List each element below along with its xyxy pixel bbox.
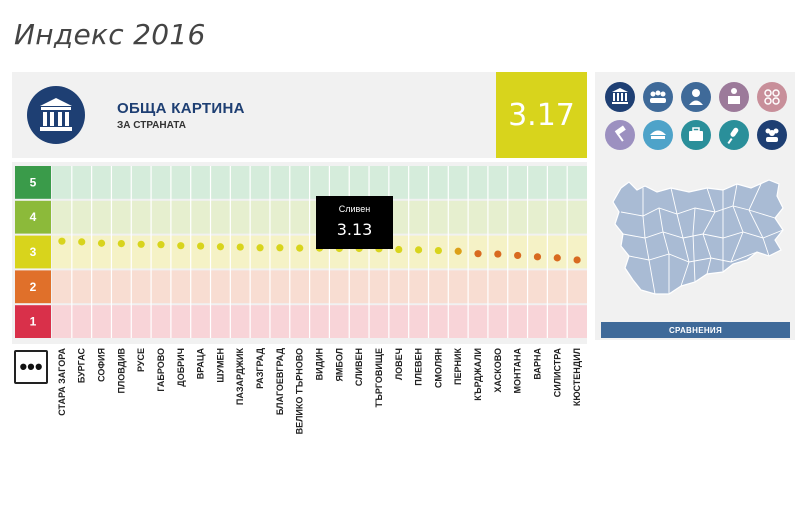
overall-score: 3.17 (496, 72, 587, 158)
category-label: СОФИЯ (97, 348, 107, 382)
category-label: ДОБРИЧ (176, 348, 186, 387)
building-icon[interactable] (605, 82, 635, 112)
summary-panel: ОБЩА КАРТИНА ЗА СТРАНАТА 3.17 (12, 72, 587, 158)
group-icon[interactable] (643, 82, 673, 112)
data-point[interactable] (454, 247, 462, 255)
data-point[interactable] (177, 242, 185, 250)
grade-label-5: 5 (30, 175, 37, 189)
bulgaria-map[interactable] (599, 172, 791, 312)
category-label: ПЛЕВЕН (414, 348, 424, 386)
coins-icon[interactable] (757, 82, 787, 112)
category-label: БУРГАС (77, 347, 87, 383)
data-point[interactable] (256, 244, 264, 252)
category-label: ШУМЕН (215, 348, 225, 383)
grade-label-bg-1 (15, 305, 51, 338)
data-point[interactable] (395, 245, 403, 254)
category-label: ПЕРНИК (453, 347, 463, 384)
more-button[interactable]: ••• (14, 350, 48, 384)
category-label: ВЕЛИКО ТЪРНОВО (295, 348, 305, 434)
category-label: ГАБРОВО (156, 348, 166, 392)
summary-subtitle: ЗА СТРАНАТА (117, 120, 187, 131)
category-label: СМОЛЯН (433, 348, 443, 388)
grade-band-5 (52, 166, 587, 199)
data-point[interactable] (533, 253, 542, 261)
grade-label-2: 2 (30, 280, 37, 294)
page-title: Индекс 2016 (14, 18, 206, 51)
speaker-icon[interactable] (719, 82, 749, 112)
category-label: ВИДИН (315, 348, 325, 380)
category-label: БЛАГОЕВГРАД (275, 347, 285, 415)
data-point[interactable] (157, 241, 165, 249)
category-label: ТЪРГОВИЩЕ (374, 348, 384, 407)
category-label: РУСЕ (136, 348, 146, 372)
data-point[interactable] (553, 254, 561, 262)
data-point[interactable] (514, 251, 522, 260)
police-cap-icon[interactable] (643, 120, 673, 150)
grade-label-bg-2 (15, 270, 51, 304)
tooltip: Сливен 3.13 (316, 196, 393, 249)
briefcase-icon[interactable] (681, 120, 711, 150)
category-label: ВАРНА (532, 348, 542, 380)
category-label: МОНТАНА (513, 348, 523, 394)
category-label: КЮСТЕНДИЛ (572, 348, 582, 406)
tooltip-name: Сливен (338, 204, 371, 214)
category-label: СЛИВЕН (354, 348, 364, 386)
compare-button[interactable]: СРАВНЕНИЯ (601, 322, 790, 338)
right-panel: СРАВНЕНИЯ (595, 72, 795, 340)
grade-band-2 (52, 270, 587, 304)
data-point[interactable] (276, 244, 284, 252)
grade-band-1 (52, 305, 587, 338)
tooltip-value: 3.13 (336, 220, 373, 239)
category-label: КЪРДЖАЛИ (473, 348, 483, 401)
category-label: РАЗГРАД (255, 347, 265, 388)
people-icon[interactable] (757, 120, 787, 150)
category-label: ПЛОВДИВ (116, 348, 126, 394)
data-point[interactable] (197, 242, 205, 250)
data-point[interactable] (216, 243, 225, 251)
category-label: ВРАЦА (196, 348, 206, 380)
data-point[interactable] (296, 244, 304, 252)
category-label: ЛОВЕЧ (394, 348, 404, 380)
data-point[interactable] (58, 237, 66, 245)
grade-label-3: 3 (30, 245, 37, 259)
gavel-icon[interactable] (605, 120, 635, 150)
category-label: СТАРА ЗАГОРА (57, 348, 67, 416)
data-point[interactable] (78, 238, 86, 246)
grade-label-1: 1 (30, 315, 37, 329)
category-label: ХАСКОВО (493, 348, 503, 393)
data-point[interactable] (137, 240, 145, 248)
data-point[interactable] (236, 243, 244, 251)
data-point[interactable] (434, 246, 442, 255)
building-icon (27, 86, 85, 144)
data-point[interactable] (414, 246, 423, 254)
category-label: СИЛИСТРА (552, 348, 562, 398)
data-point[interactable] (97, 239, 106, 247)
summary-title: ОБЩА КАРТИНА (117, 100, 245, 117)
microphone-icon[interactable] (719, 120, 749, 150)
data-point[interactable] (474, 250, 482, 258)
person-icon[interactable] (681, 82, 711, 112)
grade-label-bg-3 (15, 235, 51, 269)
grade-label-bg-5 (15, 166, 51, 199)
grade-label-4: 4 (30, 210, 37, 224)
data-point[interactable] (494, 250, 502, 258)
data-point[interactable] (117, 240, 125, 248)
category-label: ЯМБОЛ (334, 348, 344, 382)
category-label: ПАЗАРДЖИК (235, 348, 245, 406)
data-point[interactable] (573, 256, 581, 264)
grade-label-bg-4 (15, 200, 51, 234)
